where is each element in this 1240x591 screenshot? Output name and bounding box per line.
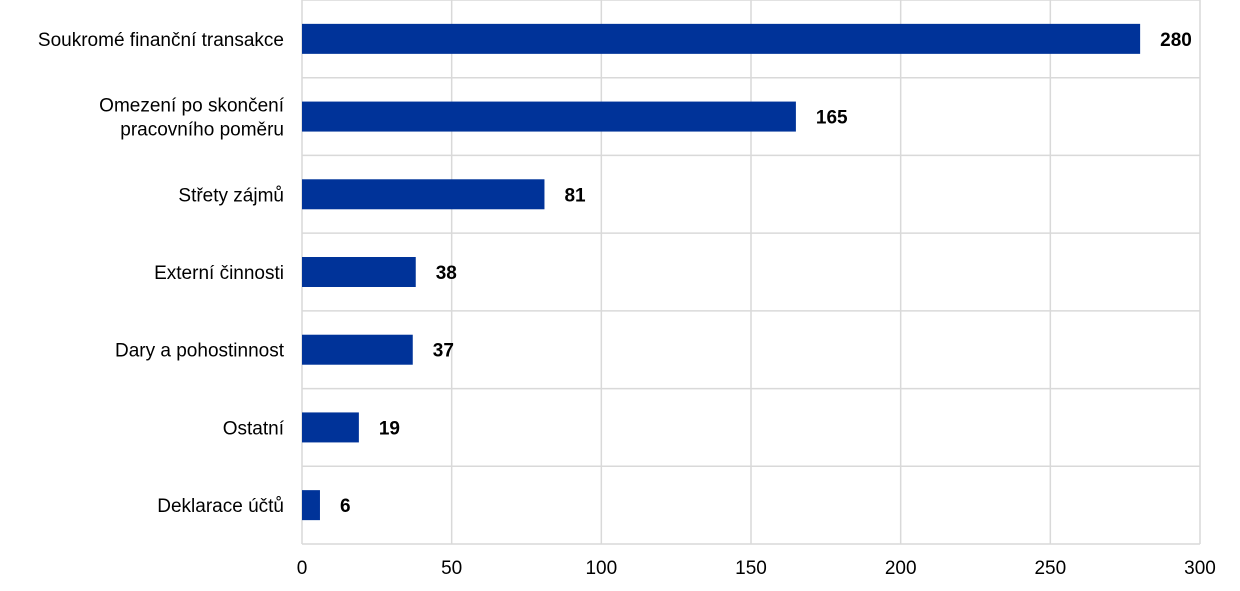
bar-value-label: 280: [1160, 30, 1192, 51]
bar-value-label: 165: [816, 108, 848, 129]
category-label: Omezení po skončení pracovního poměru: [99, 96, 285, 141]
bar-value-label: 81: [564, 185, 586, 206]
value-labels: 280 165 81 38 37 19 6: [340, 30, 1192, 517]
bar: [302, 101, 796, 132]
x-tick-label: 200: [885, 558, 917, 579]
category-label: Ostatní: [223, 418, 285, 439]
bar: [302, 334, 413, 365]
category-label: Soukromé finanční transakce: [38, 30, 284, 51]
bar: [302, 257, 416, 287]
category-label: Dary a pohostinnost: [115, 341, 285, 362]
bars: [302, 23, 1141, 521]
bar: [302, 490, 320, 521]
category-label: Externí činnosti: [154, 263, 284, 284]
bar-value-label: 6: [340, 496, 351, 517]
x-tick-label: 250: [1034, 558, 1066, 579]
bar: [302, 23, 1141, 54]
x-tick-label: 150: [735, 558, 767, 579]
bar: [302, 412, 359, 443]
category-labels: Soukromé finanční transakce Omezení po sk…: [38, 30, 285, 517]
x-tick-label: 300: [1184, 558, 1216, 579]
category-label: Deklarace účtů: [157, 496, 284, 517]
grid-lines: [301, 0, 1201, 545]
bar-value-label: 38: [436, 263, 457, 284]
bar: [302, 179, 545, 210]
category-label: Střety zájmů: [178, 185, 284, 206]
x-tick-label: 0: [297, 558, 308, 579]
x-tick-label: 100: [585, 558, 617, 579]
bar-value-label: 19: [379, 418, 400, 439]
x-tick-label: 50: [441, 558, 462, 579]
bar-value-label: 37: [433, 341, 454, 362]
x-tick-labels: 0 50 100 150 200 250 300: [297, 558, 1216, 579]
